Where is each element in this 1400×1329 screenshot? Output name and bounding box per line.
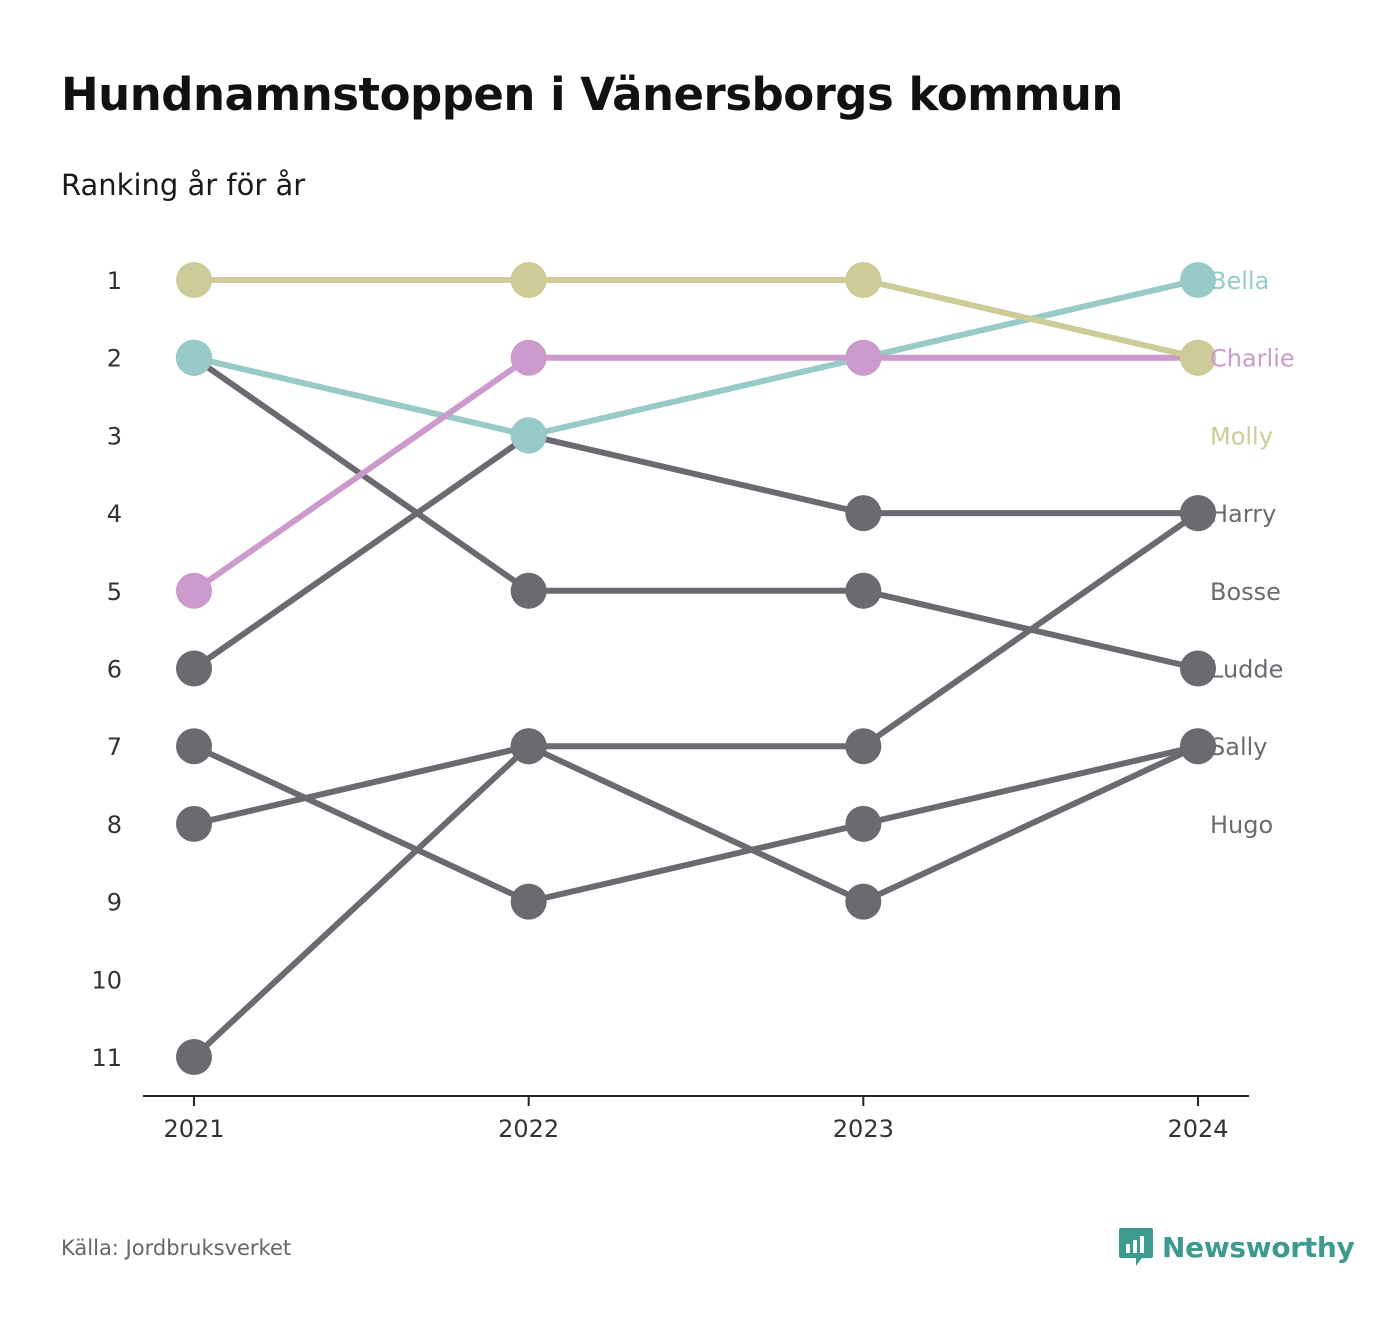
series-line [191,510,1201,1060]
y-tick-label: 7 [107,733,122,761]
series-end-label: Ludde [1210,656,1283,684]
data-point [1180,495,1216,532]
x-tick-label: 2024 [1167,1115,1228,1143]
y-tick-label: 10 [91,966,122,994]
y-tick-label: 5 [107,578,122,606]
data-point [845,805,882,842]
series-points [176,262,1216,1075]
chart-title: Hundnamnstoppen i Vänersborgs kommun [61,68,1123,121]
data-point [176,728,212,765]
series-line [191,277,1201,361]
y-tick-label: 8 [107,811,122,839]
y-tick-label: 1 [107,267,122,295]
data-point [510,417,547,454]
data-point [176,650,212,687]
y-tick-label: 4 [107,500,122,528]
series-end-label: Molly [1210,422,1273,450]
data-point [845,262,882,298]
newsworthy-logo-icon [1119,1228,1153,1266]
data-point [1180,339,1216,376]
y-tick-label: 9 [107,889,122,917]
series-end-label: Sally [1210,733,1267,761]
data-point [510,572,547,609]
y-tick-label: 6 [107,656,122,684]
data-point [510,728,547,765]
series-line [191,432,1201,672]
x-tick-label: 2021 [163,1115,224,1143]
x-tick-label: 2023 [833,1115,894,1143]
series-end-label: Hugo [1210,811,1273,839]
data-point [845,495,882,532]
series-labels: Bella Charlie Molly Harry Bosse Ludde Sally Hug… [1210,267,1295,839]
series-end-label: Harry [1210,500,1276,528]
data-point [1180,650,1216,687]
axes: 1 2 3 4 5 6 7 8 9 10 11 2021 2022 2023 2024 [91,267,1249,1143]
data-point [845,728,882,765]
data-point [510,339,547,376]
data-point [1180,728,1216,765]
chart-subtitle: Ranking år för år [61,168,306,202]
data-point [845,572,882,609]
series-line [191,743,1201,905]
data-point [1180,262,1216,298]
data-point [176,339,212,376]
data-point [176,262,212,298]
data-point [510,883,547,920]
data-point [510,262,547,298]
data-point [845,339,882,376]
y-tick-label: 3 [107,422,122,450]
series-end-label: Bosse [1210,578,1281,606]
x-tick-label: 2022 [498,1115,559,1143]
series-line [191,743,1201,905]
series-end-label: Charlie [1210,345,1295,373]
brand-logo[interactable]: Newsworthy [1118,1226,1355,1268]
data-point [176,572,212,609]
brand-name: Newsworthy [1162,1230,1355,1264]
source-note: Källa: Jordbruksverket [61,1236,292,1260]
data-point [176,805,212,842]
series-end-label: Bella [1210,267,1269,295]
data-point [845,883,882,920]
data-point [176,1039,212,1075]
series-line [191,354,1201,594]
y-tick-label: 11 [91,1044,122,1072]
y-tick-label: 2 [107,345,122,373]
series-lines [191,277,1201,1060]
